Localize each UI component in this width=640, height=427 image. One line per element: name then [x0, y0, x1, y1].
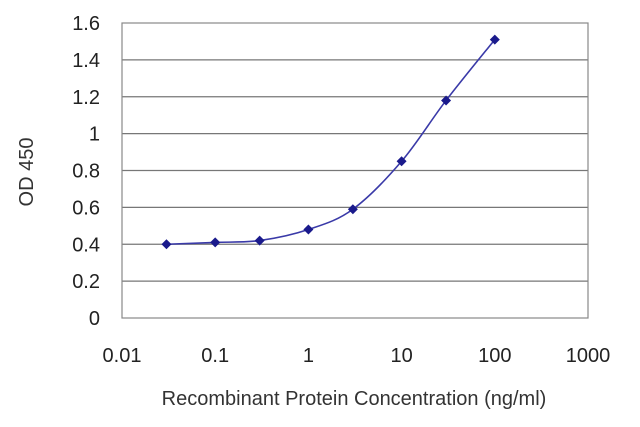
y-tick-label: 1 — [89, 124, 100, 146]
x-tick-label: 1000 — [566, 345, 611, 367]
x-tick-label: 0.1 — [201, 345, 229, 367]
data-point — [347, 204, 358, 215]
data-point — [254, 235, 265, 246]
x-tick-label: 0.01 — [103, 345, 142, 367]
plot-frame — [121, 22, 589, 319]
x-tick-label: 10 — [390, 345, 412, 367]
grid-lines — [122, 59, 588, 282]
y-tick-label: 0.2 — [72, 271, 100, 293]
data-point — [210, 237, 221, 248]
y-tick-label: 0 — [89, 308, 100, 330]
y-tick-label: 0.4 — [72, 234, 100, 256]
data-point — [441, 95, 452, 106]
y-tick-label: 1.4 — [72, 50, 100, 72]
y-axis-title: OD 450 — [16, 138, 38, 207]
y-tick-label: 1.6 — [72, 13, 100, 35]
data-point — [303, 224, 314, 235]
y-tick-label: 1.2 — [72, 87, 100, 109]
y-tick-label: 0.8 — [72, 161, 100, 183]
data-points — [161, 34, 500, 250]
series-curve — [166, 39, 496, 246]
x-axis-tick-labels: 0.01 0.1 1 10 100 1000 — [103, 345, 611, 367]
data-point — [161, 239, 172, 250]
y-tick-label: 0.6 — [72, 197, 100, 219]
data-point — [396, 156, 407, 167]
y-axis-tick-labels: 0 0.2 0.4 0.6 0.8 1 1.2 1.4 1.6 — [72, 13, 100, 330]
x-tick-label: 100 — [478, 345, 511, 367]
data-point — [489, 34, 500, 45]
x-axis-title: Recombinant Protein Concentration (ng/ml… — [162, 388, 547, 410]
x-tick-label: 1 — [303, 345, 314, 367]
